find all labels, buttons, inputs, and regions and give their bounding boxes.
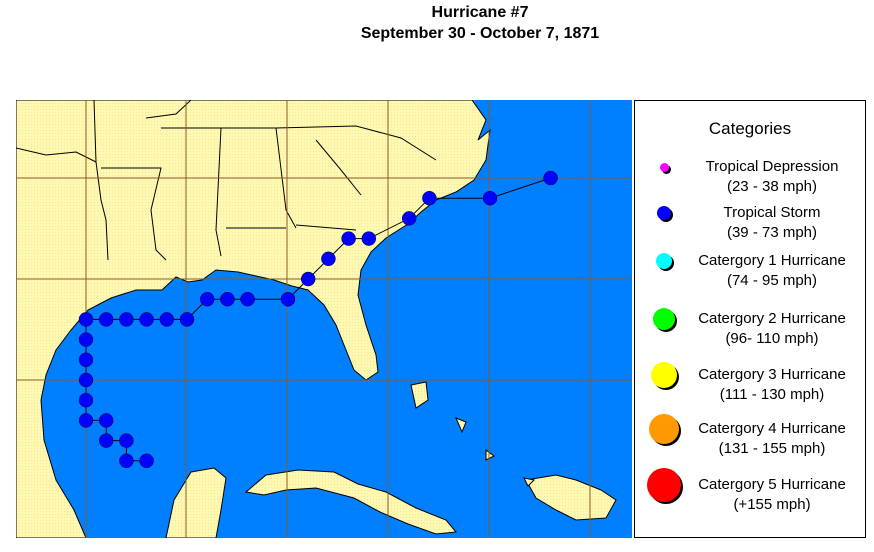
track-point — [220, 291, 235, 307]
track-point — [280, 291, 296, 307]
track-point — [78, 413, 94, 428]
land-yucatan — [165, 467, 227, 538]
track-point — [240, 291, 255, 307]
track-point — [321, 251, 336, 267]
track-map — [16, 100, 632, 538]
category-dot-icon — [659, 162, 669, 172]
track-point — [341, 231, 356, 246]
track-point — [139, 312, 154, 327]
track-point — [78, 352, 94, 368]
legend-range: (96- 110 mph) — [725, 330, 819, 347]
track-point — [422, 190, 437, 206]
legend-range: (+155 mph) — [733, 496, 811, 513]
track-point — [139, 453, 154, 469]
legend-label: Catergory 4 Hurricane — [698, 420, 846, 437]
legend-range: (111 - 130 mph) — [719, 386, 825, 403]
track-point — [543, 170, 558, 186]
track-point — [78, 392, 94, 408]
map-subtitle: September 30 - October 7, 1871 — [360, 25, 600, 42]
legend-label: Tropical Storm — [723, 204, 821, 221]
track-point — [119, 312, 134, 327]
category-dot-icon — [647, 468, 681, 502]
legend-label: Catergory 1 Hurricane — [698, 252, 846, 269]
legend-range: (23 - 38 mph) — [726, 178, 818, 195]
state-borders — [16, 100, 437, 261]
category-dot-icon — [649, 414, 679, 444]
track-point — [401, 211, 417, 226]
track-point — [300, 271, 316, 287]
track-line — [85, 177, 551, 462]
category-dot-icon — [653, 308, 675, 330]
track-point — [98, 433, 114, 448]
track-point — [98, 312, 114, 327]
track-point — [78, 372, 94, 388]
track-point — [98, 413, 114, 428]
category-dot-icon — [656, 253, 672, 269]
land-cuba — [244, 469, 457, 535]
track-point — [78, 312, 94, 327]
legend-label: Catergory 2 Hurricane — [698, 310, 846, 327]
hurricane-track — [78, 170, 558, 469]
track-point — [482, 190, 498, 206]
legend-label: Tropical Depression — [705, 158, 839, 175]
category-dot-icon — [651, 362, 677, 388]
track-point — [199, 291, 215, 307]
legend-range: (39 - 73 mph) — [726, 224, 818, 241]
track-point — [78, 332, 94, 347]
legend-range: (131 - 155 mph) — [718, 440, 826, 457]
map-title: Hurricane #7 — [431, 4, 529, 21]
track-point — [119, 433, 134, 448]
legend-range: (74 - 95 mph) — [726, 272, 818, 289]
track-point — [119, 453, 134, 469]
land-north-america — [16, 100, 491, 538]
track-point — [159, 312, 175, 327]
legend-label: Catergory 5 Hurricane — [698, 476, 846, 493]
track-point — [361, 231, 377, 246]
track-point — [179, 312, 195, 327]
land-bahamas — [410, 381, 536, 487]
category-dot-icon — [657, 206, 671, 220]
legend-title: Categories — [708, 119, 792, 138]
legend: Categories Tropical Depression (23 - 38 m… — [634, 100, 866, 538]
legend-label: Catergory 3 Hurricane — [698, 366, 846, 383]
land-hispaniola — [525, 474, 617, 521]
